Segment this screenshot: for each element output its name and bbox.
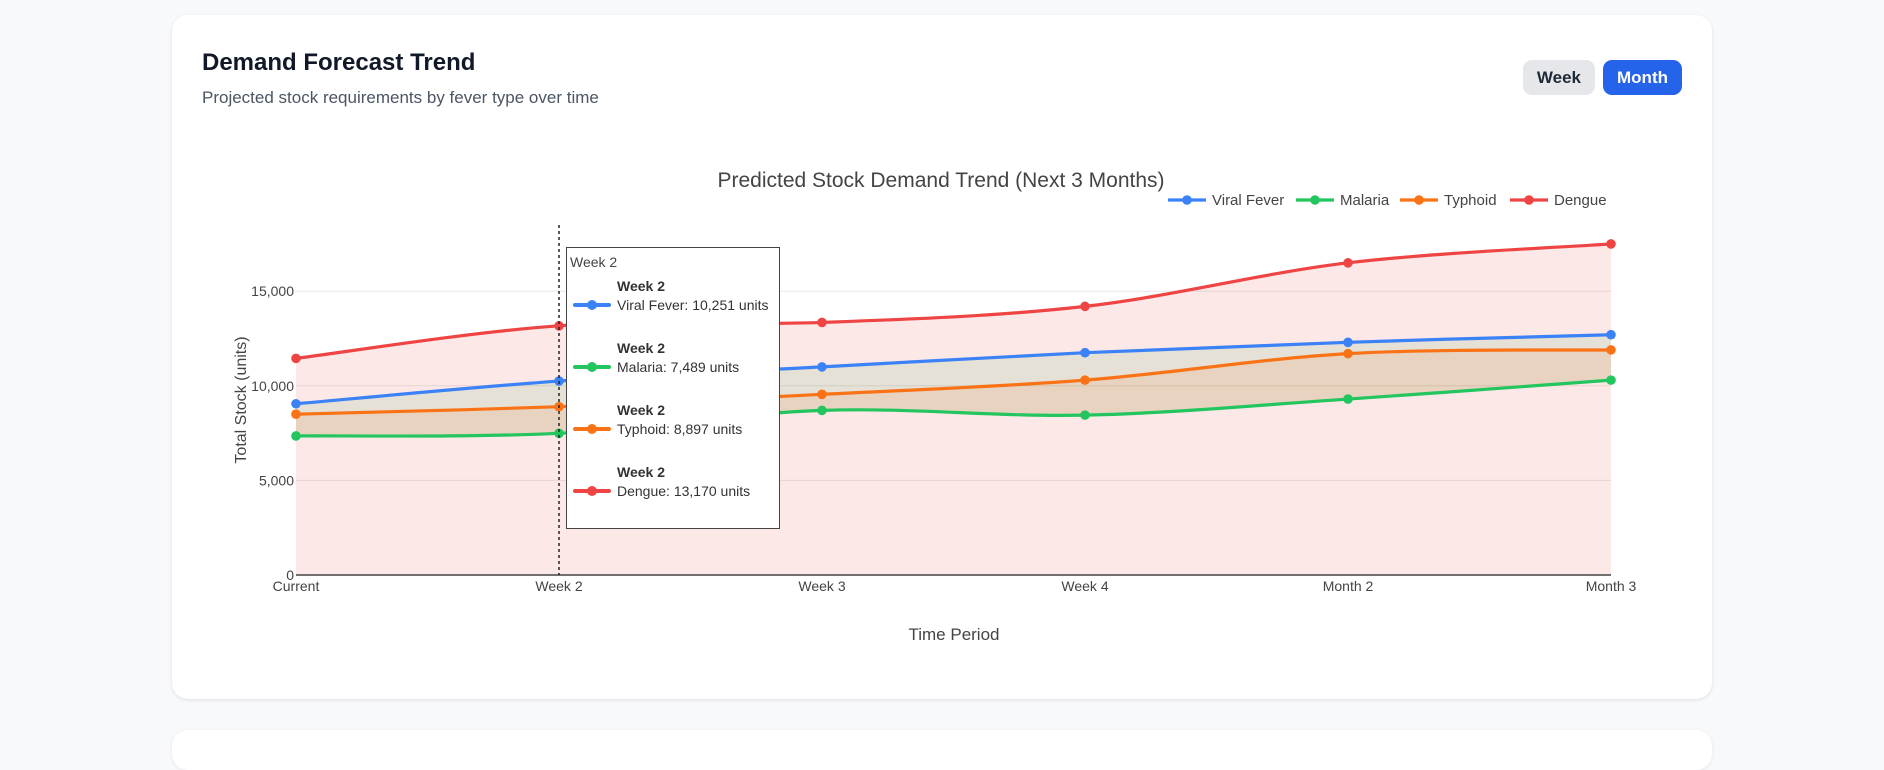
- x-tick-label: Week 3: [798, 578, 845, 594]
- chart-title: Predicted Stock Demand Trend (Next 3 Mon…: [717, 169, 1164, 192]
- point-viral-fever[interactable]: [291, 398, 301, 409]
- tooltip-item-value: Dengue: 13,170 units: [617, 483, 751, 499]
- axes: 0 5,000 10,000 15,000 Current Week 2 Week 3 Wee…: [251, 283, 1636, 594]
- tooltip-item: Week 2 Typhoid: 8,897 units: [573, 402, 773, 442]
- x-tick-label: Week 2: [535, 578, 582, 594]
- tooltip-item-value: Malaria: 7,489 units: [617, 359, 740, 375]
- tooltip-item-name: Week 2: [617, 402, 665, 418]
- x-tick-label: Month 2: [1323, 578, 1374, 594]
- point-typhoid[interactable]: [1080, 375, 1090, 385]
- point-viral-fever[interactable]: [1080, 347, 1090, 358]
- point-malaria[interactable]: [817, 405, 827, 416]
- legend-item[interactable]: Viral Fever: [1168, 192, 1284, 209]
- legend-swatch-dot: [1182, 195, 1192, 205]
- point-malaria[interactable]: [1606, 375, 1616, 385]
- period-toggle: Week Month: [1522, 60, 1682, 95]
- y-tick-label: 5,000: [259, 472, 294, 488]
- point-viral-fever[interactable]: [1606, 329, 1616, 340]
- legend-label: Malaria: [1340, 192, 1390, 209]
- legend-item[interactable]: Malaria: [1296, 192, 1390, 209]
- card-subtitle: Projected stock requirements by fever ty…: [202, 88, 599, 107]
- line-typhoid: [295, 348, 1612, 416]
- point-dengue[interactable]: [1606, 239, 1616, 249]
- legend-swatch-dot: [1414, 195, 1424, 205]
- x-tick-label: Current: [273, 578, 320, 594]
- legend-label: Typhoid: [1444, 192, 1497, 209]
- chart-legend: Viral Fever Malaria Typhoid Dengue: [1168, 192, 1607, 209]
- x-axis-title: Time Period: [908, 625, 999, 644]
- tooltip-swatch: [573, 362, 611, 372]
- point-malaria[interactable]: [1343, 394, 1353, 404]
- tooltip-item-name: Week 2: [617, 278, 665, 294]
- legend-item[interactable]: Typhoid: [1400, 192, 1497, 209]
- y-axis-title: Total Stock (units): [233, 336, 250, 463]
- point-malaria[interactable]: [554, 428, 564, 439]
- point-malaria[interactable]: [291, 431, 301, 441]
- series-points: [291, 239, 1616, 441]
- line-malaria: [295, 378, 1612, 438]
- tooltip-item: Week 2 Malaria: 7,489 units: [573, 340, 773, 380]
- point-typhoid[interactable]: [1343, 348, 1353, 359]
- point-dengue[interactable]: [817, 317, 827, 328]
- point-typhoid[interactable]: [291, 409, 301, 419]
- legend-label: Viral Fever: [1212, 192, 1284, 209]
- legend-item[interactable]: Dengue: [1510, 192, 1607, 209]
- hover-tooltip: Week 2 Week 2 Viral Fever: 10,251 units We…: [566, 247, 780, 529]
- legend-swatch-dot: [1524, 195, 1534, 205]
- y-tick-label: 10,000: [251, 378, 294, 394]
- card-title: Demand Forecast Trend: [202, 49, 476, 76]
- legend-swatch-dot: [1310, 195, 1320, 205]
- tooltip-item-value: Viral Fever: 10,251 units: [617, 297, 769, 313]
- legend-label: Dengue: [1554, 192, 1607, 209]
- week-toggle-button[interactable]: Week: [1522, 60, 1596, 95]
- tooltip-swatch: [573, 300, 611, 310]
- tooltip-item: Week 2 Viral Fever: 10,251 units: [573, 278, 773, 318]
- x-tick-label: Month 3: [1586, 578, 1637, 594]
- point-viral-fever[interactable]: [817, 362, 827, 372]
- tooltip-item-value: Typhoid: 8,897 units: [617, 421, 743, 437]
- point-typhoid[interactable]: [1606, 345, 1616, 355]
- tooltip-item-name: Week 2: [617, 464, 665, 480]
- x-tick-label: Week 4: [1061, 578, 1108, 594]
- tooltip-header: Week 2: [570, 254, 618, 270]
- series-lines: [295, 242, 1612, 438]
- point-dengue[interactable]: [1343, 258, 1353, 268]
- point-viral-fever[interactable]: [1343, 337, 1353, 348]
- point-dengue[interactable]: [554, 321, 564, 331]
- line-dengue: [295, 242, 1612, 360]
- point-dengue[interactable]: [1080, 301, 1090, 312]
- tooltip-swatch: [573, 486, 611, 496]
- y-tick-label: 0: [286, 567, 294, 583]
- point-malaria[interactable]: [1080, 410, 1090, 420]
- tooltip-item: Week 2 Dengue: 13,170 units: [573, 464, 773, 504]
- point-typhoid[interactable]: [817, 389, 827, 400]
- demand-forecast-card: Demand Forecast Trend Projected stock re…: [172, 15, 1712, 699]
- tooltip-swatch: [573, 424, 611, 434]
- y-tick-label: 15,000: [251, 283, 294, 299]
- line-viral-fever: [295, 333, 1612, 406]
- tooltip-item-name: Week 2: [617, 340, 665, 356]
- month-toggle-button[interactable]: Month: [1603, 60, 1682, 95]
- demand-trend-chart[interactable]: 0 5,000 10,000 15,000 Current Week 2 Week 3 Wee…: [0, 0, 1884, 741]
- point-dengue[interactable]: [291, 353, 301, 364]
